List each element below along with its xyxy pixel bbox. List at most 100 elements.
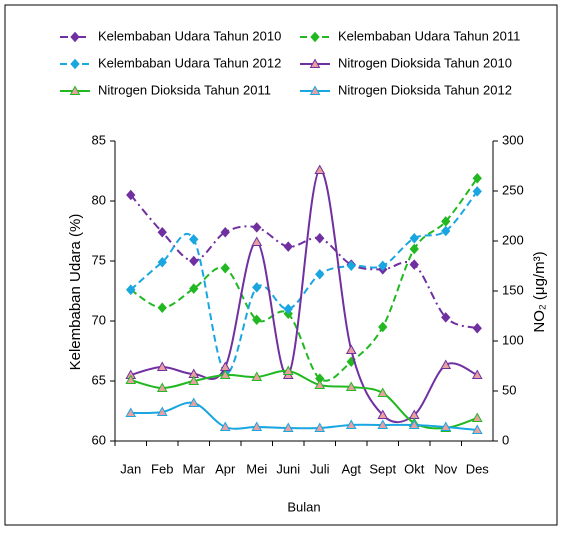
marker-diamond — [283, 303, 293, 315]
marker-diamond — [252, 314, 262, 326]
marker-diamond — [220, 262, 230, 274]
x-tick-label: Apr — [215, 461, 236, 476]
marker-diamond — [472, 186, 482, 197]
marker-diamond — [315, 268, 325, 280]
x-axis-label: Bulan — [287, 499, 320, 514]
marker-triangle — [471, 412, 483, 422]
marker-diamond — [441, 225, 451, 237]
marker-diamond — [157, 226, 167, 238]
legend-label: Nitrogen Dioksida Tahun 2011 — [98, 82, 271, 97]
y2-tick-label: 250 — [502, 182, 524, 197]
x-tick-label: Sept — [369, 461, 396, 476]
marker-diamond — [409, 232, 419, 244]
legend-label: Kelembaban Udara Tahun 2011 — [338, 28, 520, 43]
marker-triangle — [282, 422, 294, 432]
x-tick-label: Mar — [183, 461, 206, 476]
x-tick-label: Des — [466, 461, 490, 476]
marker-triangle — [314, 379, 326, 389]
x-tick-label: Okt — [404, 461, 425, 476]
legend-label: Kelembaban Udara Tahun 2012 — [98, 55, 281, 70]
y2-tick-label: 100 — [502, 332, 524, 347]
marker-triangle — [377, 419, 389, 429]
marker-diamond — [70, 31, 80, 43]
chart-frame — [4, 4, 558, 526]
marker-triangle — [471, 369, 483, 379]
marker-diamond — [220, 226, 230, 238]
y2-tick-label: 50 — [502, 382, 516, 397]
marker-diamond — [472, 172, 482, 184]
y2-axis-label: NO₂ (μg/m³) — [531, 251, 548, 332]
marker-diamond — [189, 255, 199, 267]
x-tick-label: Jan — [120, 461, 141, 476]
x-tick-label: Feb — [151, 461, 173, 476]
marker-triangle — [219, 421, 231, 431]
marker-triangle — [309, 58, 321, 68]
y-tick-label: 60 — [92, 432, 106, 447]
series-line — [129, 194, 478, 330]
marker-triangle — [309, 85, 321, 95]
marker-diamond — [378, 321, 388, 333]
marker-triangle — [251, 236, 263, 246]
marker-diamond — [378, 260, 388, 272]
marker-triangle — [156, 361, 168, 371]
marker-triangle — [408, 419, 420, 429]
marker-triangle — [251, 421, 263, 431]
marker-triangle — [156, 406, 168, 416]
marker-diamond — [157, 256, 167, 268]
marker-triangle — [377, 387, 389, 397]
y-tick-label: 85 — [92, 132, 106, 147]
marker-diamond — [472, 322, 482, 334]
x-tick-label: Nov — [434, 461, 458, 476]
marker-triangle — [314, 164, 326, 174]
marker-triangle — [440, 359, 452, 369]
marker-triangle — [188, 375, 200, 385]
y-tick-label: 65 — [92, 372, 106, 387]
marker-diamond — [346, 260, 356, 272]
marker-diamond — [126, 284, 136, 296]
y-tick-label: 70 — [92, 312, 106, 327]
marker-diamond — [252, 282, 262, 293]
marker-triangle — [125, 407, 137, 417]
y-tick-label: 75 — [92, 252, 106, 267]
y2-tick-label: 150 — [502, 282, 524, 297]
marker-diamond — [409, 259, 419, 270]
y-tick-label: 80 — [92, 192, 106, 207]
marker-diamond — [70, 58, 80, 70]
marker-triangle — [314, 422, 326, 432]
marker-triangle — [156, 382, 168, 392]
marker-triangle — [345, 344, 357, 354]
marker-triangle — [282, 365, 294, 375]
marker-diamond — [157, 302, 167, 314]
marker-triangle — [219, 369, 231, 379]
x-tick-label: Juni — [276, 461, 300, 476]
y2-tick-label: 300 — [502, 132, 524, 147]
marker-diamond — [126, 189, 136, 201]
x-tick-label: Mei — [246, 461, 267, 476]
series-line — [130, 401, 478, 431]
legend-label: Nitrogen Dioksida Tahun 2010 — [338, 55, 512, 70]
marker-triangle — [251, 371, 263, 381]
marker-diamond — [441, 312, 451, 323]
marker-triangle — [69, 85, 81, 95]
marker-diamond — [310, 31, 320, 43]
marker-diamond — [315, 232, 325, 244]
legend-label: Kelembaban Udara Tahun 2010 — [98, 28, 281, 43]
marker-diamond — [409, 243, 419, 255]
marker-triangle — [219, 361, 231, 371]
legend-label: Nitrogen Dioksida Tahun 2012 — [338, 82, 512, 97]
marker-triangle — [188, 397, 200, 407]
marker-triangle — [471, 424, 483, 434]
marker-triangle — [377, 409, 389, 419]
x-tick-label: Agt — [341, 461, 361, 476]
marker-diamond — [283, 241, 293, 252]
marker-diamond — [252, 222, 262, 233]
x-tick-label: Juli — [310, 461, 330, 476]
marker-triangle — [125, 374, 137, 384]
y2-tick-label: 200 — [502, 232, 524, 247]
marker-diamond — [189, 234, 199, 245]
y-axis-label: Kelembaban Udara (%) — [67, 214, 84, 371]
marker-triangle — [440, 421, 452, 431]
marker-diamond — [189, 283, 199, 294]
marker-triangle — [345, 381, 357, 391]
